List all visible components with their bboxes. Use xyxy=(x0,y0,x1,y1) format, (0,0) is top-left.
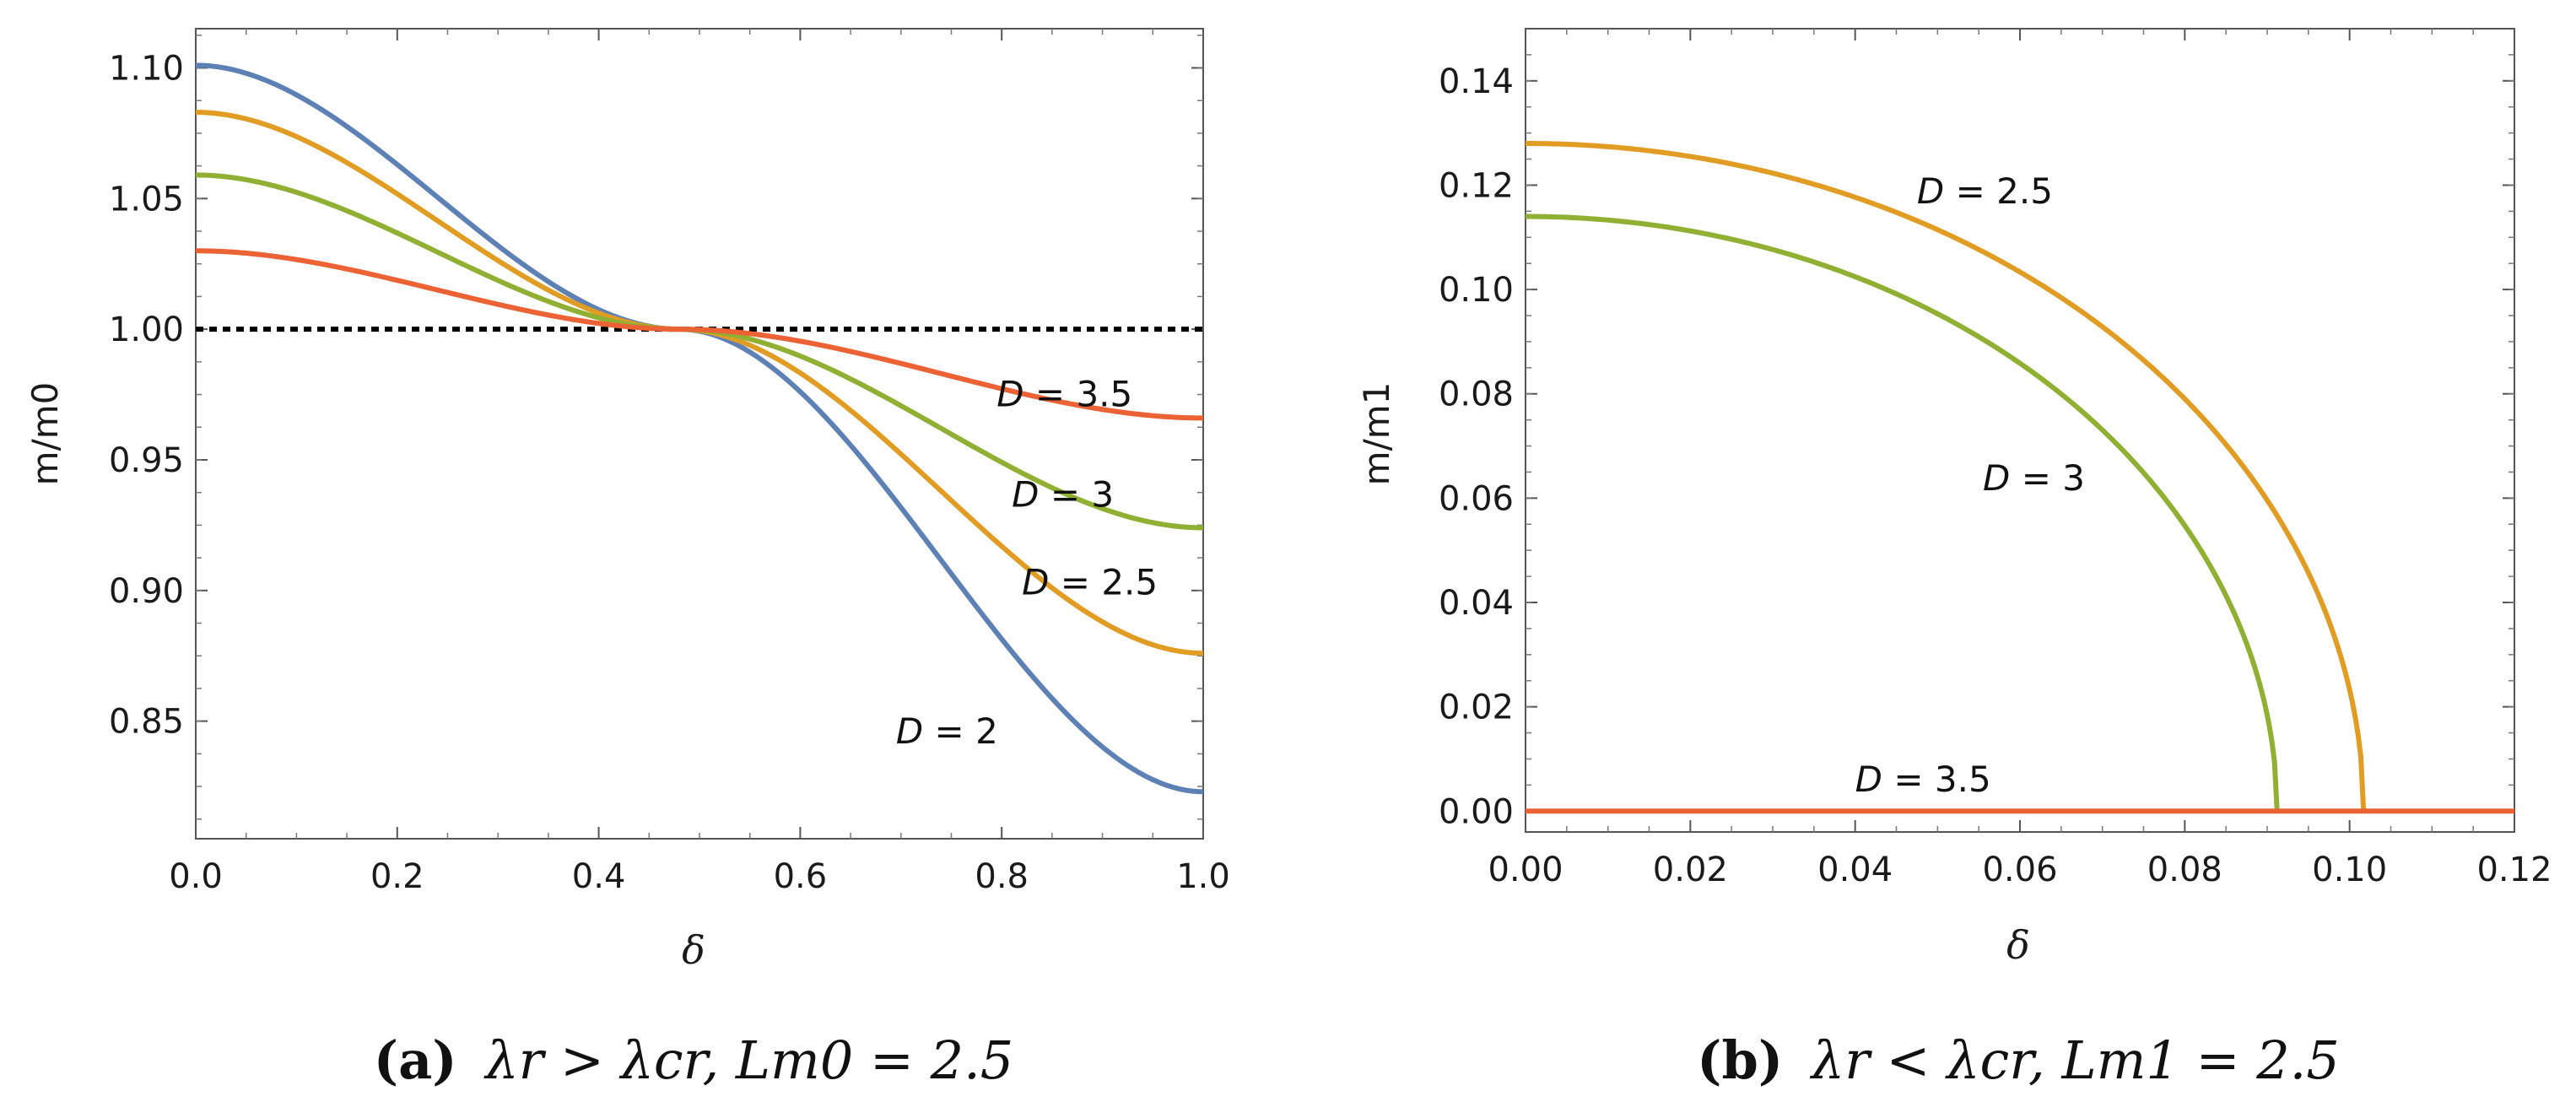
panel-b-series xyxy=(1525,141,2514,814)
panel-a-chart: 0.0 0.2 0.4 0.6 0.8 1.0 0.85 0.90 0.95 1.00 1.05 1.… xyxy=(24,28,1230,1091)
series-annotation: D = 2 xyxy=(896,710,998,752)
x-tick-label: 0.10 xyxy=(2312,851,2387,889)
panel-b-caption-text: λr < λcr, Lm1 = 2.5 xyxy=(1809,1029,2340,1091)
x-tick-label: 0.2 xyxy=(370,857,424,896)
y-tick-label: 0.06 xyxy=(1439,479,1514,518)
series-annotation: D = 3.5 xyxy=(1855,759,1991,800)
panel-b-frame xyxy=(1525,28,2515,833)
panel-a-series xyxy=(195,62,1204,795)
y-tick-label: 1.05 xyxy=(109,180,184,219)
panel-b-ticks: 0.00 0.02 0.04 0.06 0.08 0.10 0.12 0.00 0.02 0.04… xyxy=(1439,29,2552,889)
series-annotation: D = 3 xyxy=(1012,474,1114,516)
series-line-3 xyxy=(1525,213,2280,812)
y-tick-label: 1.10 xyxy=(109,49,184,88)
y-tick-label: 0.10 xyxy=(1439,271,1514,310)
x-tick-label: 0.04 xyxy=(1817,851,1893,889)
y-tick-label: 0.95 xyxy=(109,441,184,480)
x-tick-label: 0.0 xyxy=(169,857,223,896)
series-line-3.5 xyxy=(195,248,1204,421)
x-tick-label: 0.6 xyxy=(774,857,828,896)
panel-a-frame xyxy=(195,28,1204,840)
panel-a-caption: (a) λr > λcr, Lm0 = 2.5 xyxy=(374,1029,1014,1091)
panel-a-y-axis-title: m/m0 xyxy=(24,382,66,486)
series-annotation: D = 3.5 xyxy=(996,373,1132,414)
panel-b-caption-label: (b) xyxy=(1697,1029,1783,1091)
x-tick-label: 0.08 xyxy=(2147,851,2222,889)
x-tick-label: 0.02 xyxy=(1653,851,1728,889)
y-tick-label: 1.00 xyxy=(109,311,184,349)
x-tick-label: 0.8 xyxy=(975,857,1029,896)
y-tick-label: 0.08 xyxy=(1439,375,1514,414)
y-tick-label: 0.85 xyxy=(109,703,184,742)
panel-b-chart: 0.00 0.02 0.04 0.06 0.08 0.10 0.12 0.00 0.02 0.04… xyxy=(1356,28,2552,1091)
y-tick-label: 0.14 xyxy=(1439,62,1514,101)
panel-a-ticks: 0.0 0.2 0.4 0.6 0.8 1.0 0.85 0.90 0.95 1.00 1.05 1.… xyxy=(109,29,1230,896)
y-tick-label: 0.90 xyxy=(109,572,184,611)
panel-a-caption-label: (a) xyxy=(374,1029,457,1091)
series-line-2.5 xyxy=(1526,141,2367,812)
x-tick-label: 0.00 xyxy=(1488,851,1563,889)
panel-a-caption-text: λr > λcr, Lm0 = 2.5 xyxy=(483,1029,1013,1091)
x-tick-label: 0.06 xyxy=(1982,851,2057,889)
panel-b-x-axis-title: δ xyxy=(2006,922,2030,968)
x-tick-label: 1.0 xyxy=(1176,857,1230,896)
x-tick-label: 0.4 xyxy=(572,857,626,896)
y-tick-label: 0.04 xyxy=(1439,584,1514,623)
y-tick-label: 0.12 xyxy=(1439,166,1514,205)
panel-a-x-axis-title: δ xyxy=(682,927,705,973)
panel-b-y-axis-title: m/m1 xyxy=(1356,382,1397,486)
y-tick-label: 0.00 xyxy=(1439,792,1514,831)
x-tick-label: 0.12 xyxy=(2476,851,2552,889)
y-tick-label: 0.02 xyxy=(1439,689,1514,727)
series-line-2 xyxy=(195,62,1204,795)
panel-b-annotations: D = 2.5 D = 3 D = 3.5 xyxy=(1855,170,2085,800)
series-annotation: D = 2.5 xyxy=(1022,561,1158,602)
panel-a-annotations: D = 3.5 D = 3 D = 2.5 D = 2 xyxy=(896,373,1158,751)
panel-b-caption: (b) λr < λcr, Lm1 = 2.5 xyxy=(1697,1029,2340,1091)
series-annotation: D = 3 xyxy=(1983,457,2085,499)
series-annotation: D = 2.5 xyxy=(1917,170,2053,212)
